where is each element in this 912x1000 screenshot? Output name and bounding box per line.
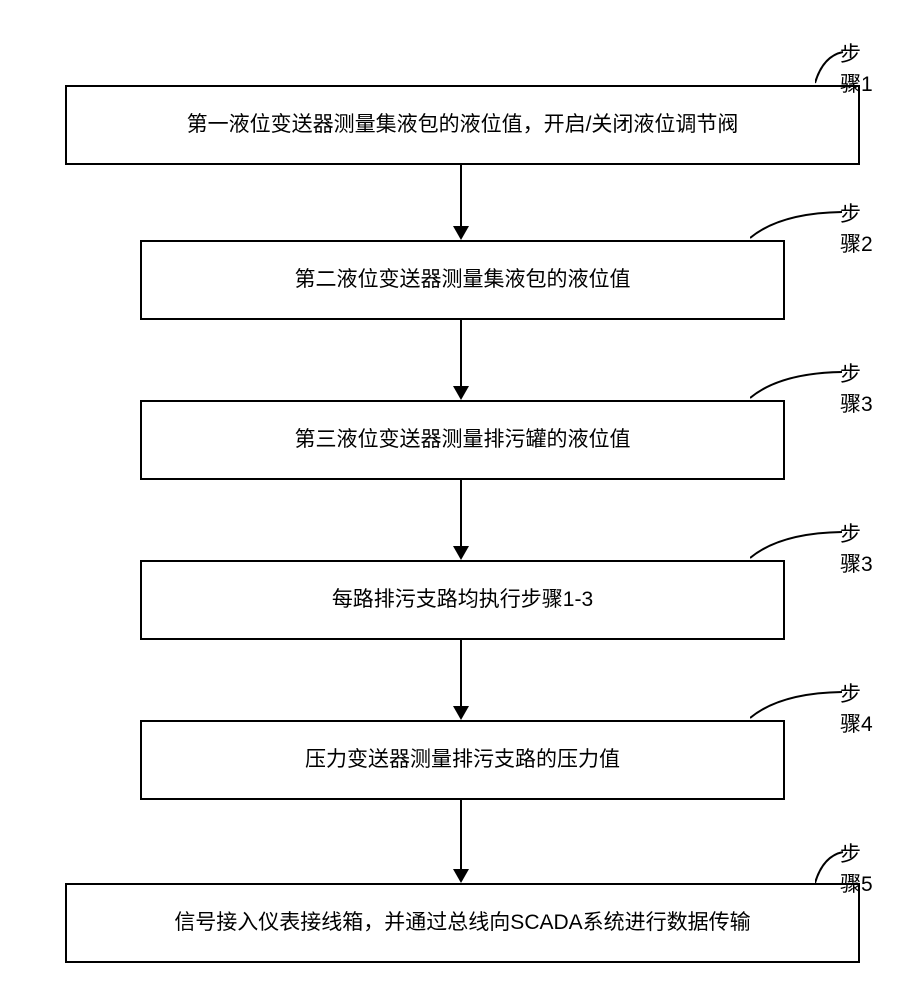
- arrow-line-1: [460, 165, 462, 227]
- arrow-line-4: [460, 640, 462, 707]
- step-text-6: 信号接入仪表接线箱，并通过总线向SCADA系统进行数据传输: [174, 907, 750, 939]
- step-box-5: 压力变送器测量排污支路的压力值: [140, 720, 785, 800]
- step-text-2: 第二液位变送器测量集液包的液位值: [295, 264, 631, 296]
- arrow-line-2: [460, 320, 462, 387]
- arrow-head-4: [453, 706, 469, 720]
- connector-curve-2: [750, 208, 850, 243]
- step-text-1: 第一液位变送器测量集液包的液位值，开启/关闭液位调节阀: [187, 109, 739, 141]
- arrow-head-2: [453, 386, 469, 400]
- connector-curve-6: [815, 848, 855, 888]
- step-box-2: 第二液位变送器测量集液包的液位值: [140, 240, 785, 320]
- step-box-1: 第一液位变送器测量集液包的液位值，开启/关闭液位调节阀: [65, 85, 860, 165]
- arrow-head-3: [453, 546, 469, 560]
- connector-curve-1: [815, 48, 855, 88]
- step-box-4: 每路排污支路均执行步骤1-3: [140, 560, 785, 640]
- arrow-line-3: [460, 480, 462, 547]
- arrow-line-5: [460, 800, 462, 870]
- arrow-head-1: [453, 226, 469, 240]
- step-box-6: 信号接入仪表接线箱，并通过总线向SCADA系统进行数据传输: [65, 883, 860, 963]
- arrow-head-5: [453, 869, 469, 883]
- connector-curve-3: [750, 368, 850, 403]
- step-text-5: 压力变送器测量排污支路的压力值: [305, 744, 620, 776]
- connector-curve-4: [750, 528, 850, 563]
- step-text-3: 第三液位变送器测量排污罐的液位值: [295, 424, 631, 456]
- connector-curve-5: [750, 688, 850, 723]
- step-box-3: 第三液位变送器测量排污罐的液位值: [140, 400, 785, 480]
- step-text-4: 每路排污支路均执行步骤1-3: [332, 584, 593, 616]
